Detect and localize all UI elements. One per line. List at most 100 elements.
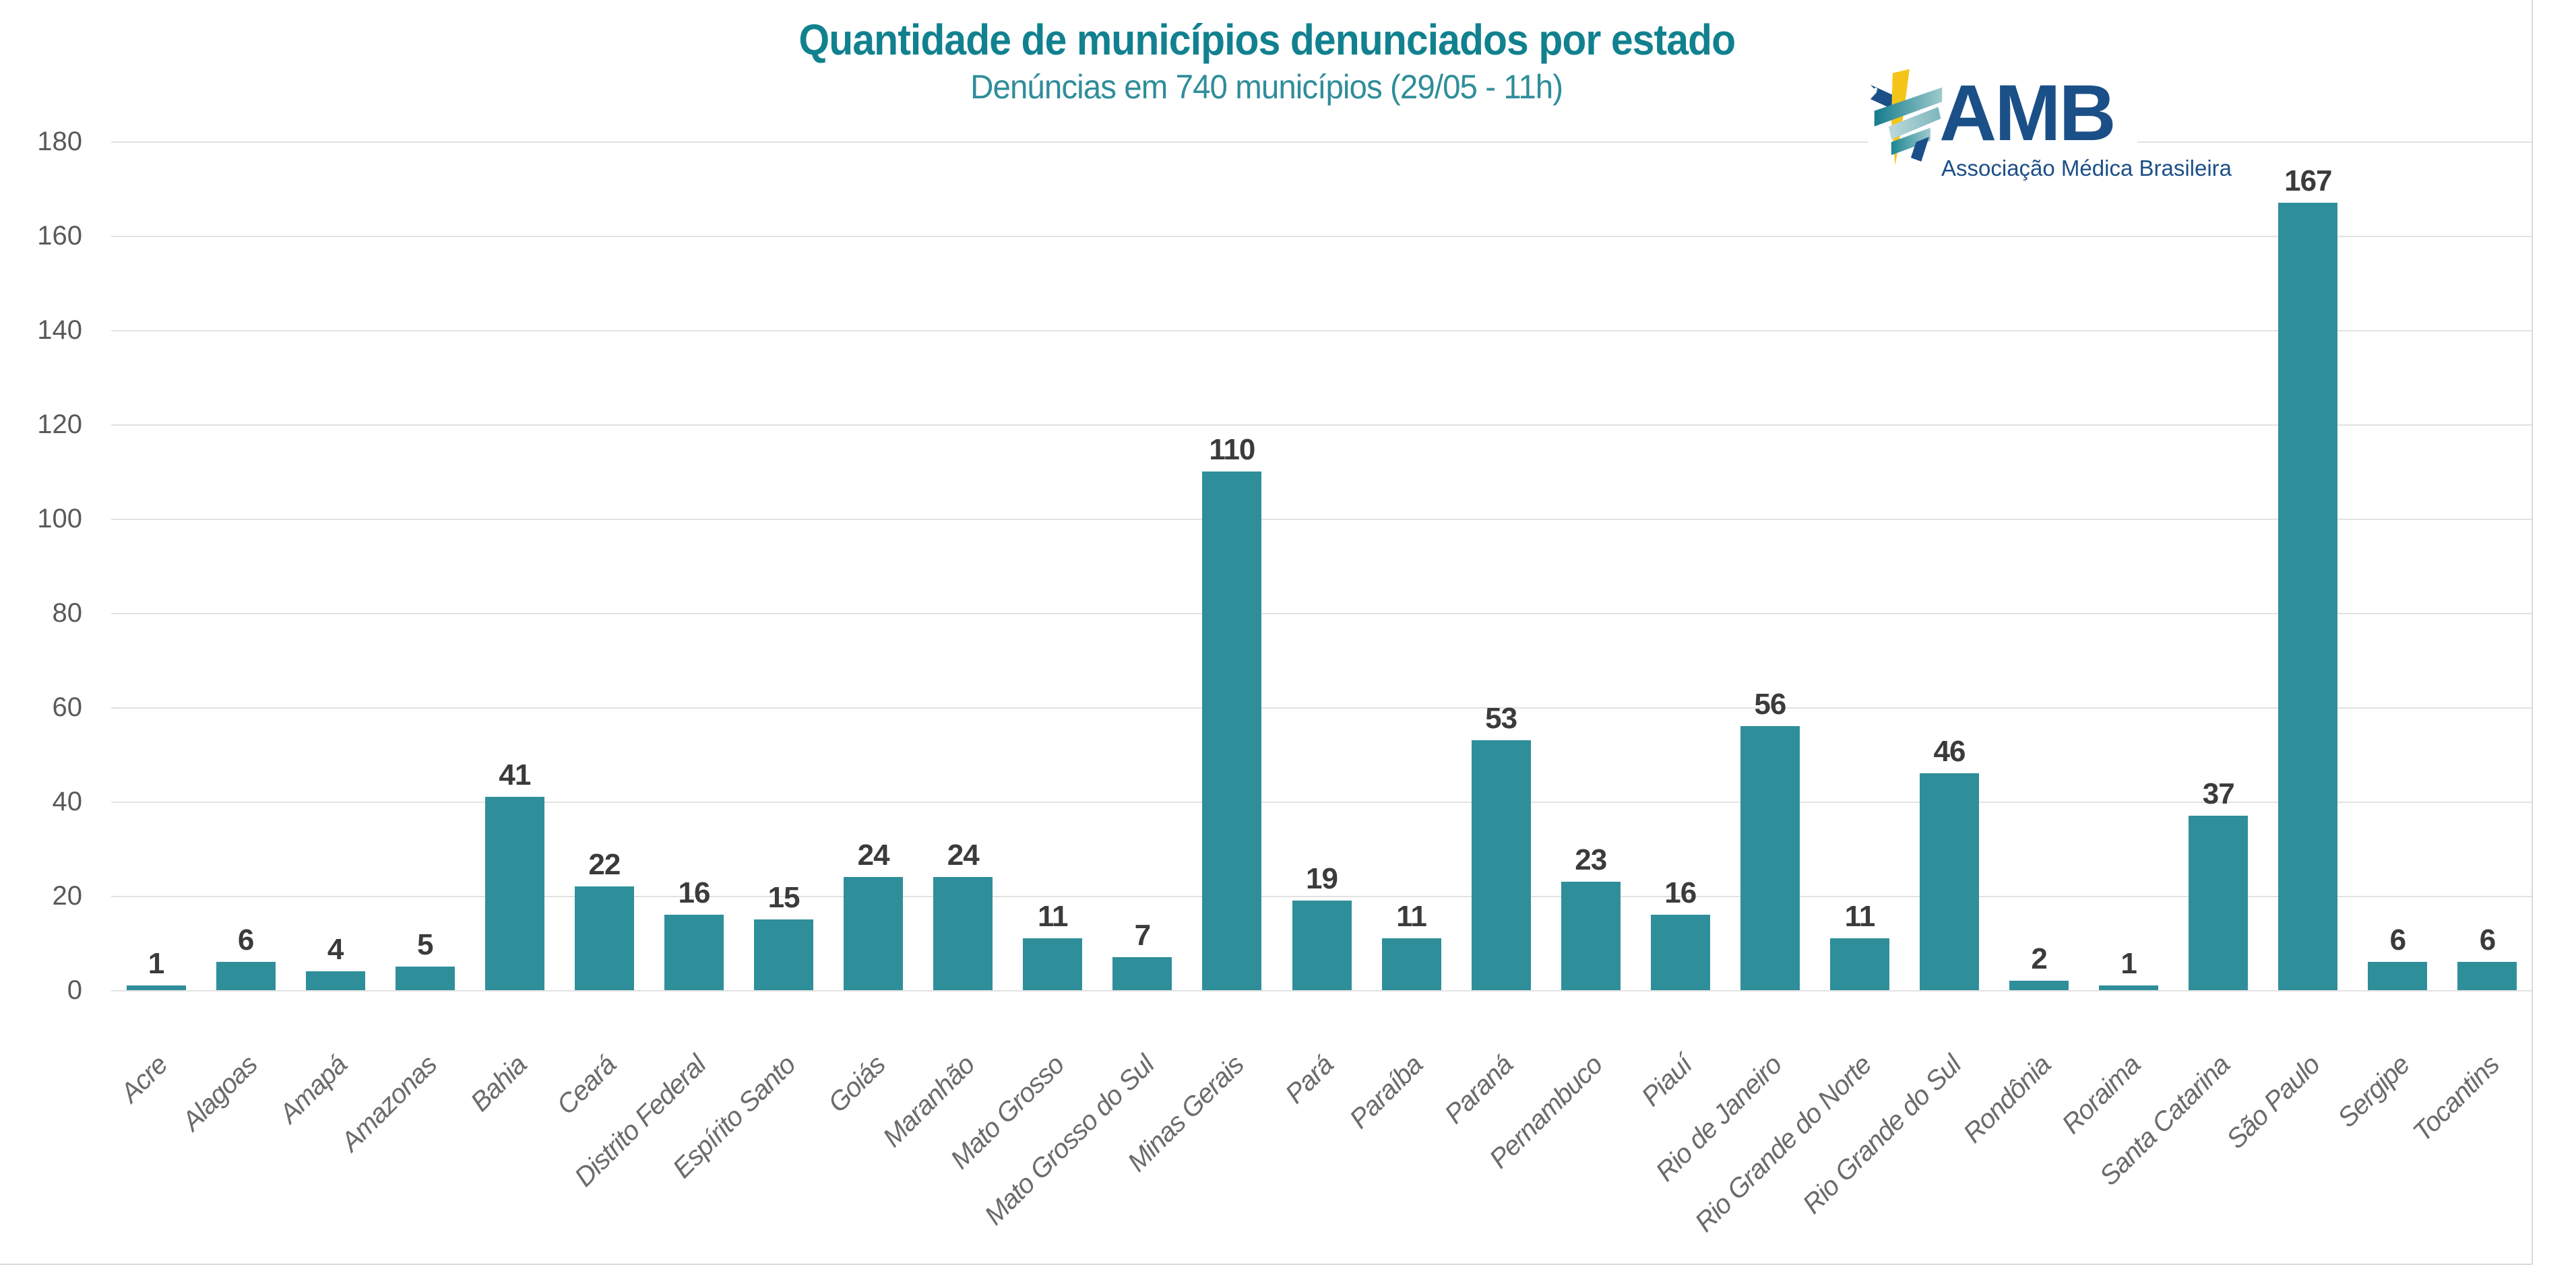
x-tick-label: Rio Grande do Norte bbox=[1689, 1049, 1877, 1238]
bar-value-label: 11 bbox=[1844, 900, 1876, 933]
gridline-60 bbox=[111, 707, 2532, 709]
y-tick-label: 0 bbox=[67, 975, 82, 1005]
bar-Ceará bbox=[574, 886, 634, 990]
bar-value-label: 24 bbox=[857, 839, 890, 872]
bar-Rio Grande do Sul bbox=[1920, 773, 1980, 990]
bar-value-label: 6 bbox=[2389, 923, 2406, 956]
chart-subtitle-text: Denúncias em 740 municípios (29/05 - 11h… bbox=[970, 68, 1563, 106]
x-tick-label: Ceará bbox=[551, 1049, 622, 1121]
bar-Distrito Federal bbox=[664, 915, 724, 990]
x-tick-label: Piauí bbox=[1635, 1049, 1698, 1112]
gridline-120 bbox=[111, 424, 2532, 426]
bar-Mato Grosso do Sul bbox=[1112, 957, 1172, 990]
bar-value-label: 5 bbox=[417, 928, 433, 961]
bar-Tocantins bbox=[2457, 962, 2517, 990]
y-tick-label: 140 bbox=[37, 315, 82, 345]
y-tick-label: 100 bbox=[37, 504, 82, 533]
y-tick-label: 80 bbox=[52, 598, 83, 628]
bar-value-label: 11 bbox=[1038, 900, 1069, 933]
bar-value-label: 37 bbox=[2202, 777, 2235, 810]
gridline-140 bbox=[111, 330, 2532, 331]
x-tick-label: São Paulo bbox=[2220, 1049, 2326, 1155]
gridline-80 bbox=[111, 613, 2532, 614]
bar-value-label: 6 bbox=[2479, 923, 2496, 956]
plot-right-border bbox=[2532, 0, 2533, 1264]
gridline-180 bbox=[111, 141, 2532, 143]
bar-Santa Catarina bbox=[2189, 816, 2249, 990]
bar-value-label: 24 bbox=[947, 839, 980, 872]
gridline-0 bbox=[111, 990, 2532, 992]
bar-Pará bbox=[1292, 901, 1352, 990]
chart-title: Quantidade de municípios denunciados por… bbox=[0, 15, 2534, 65]
bar-São Paulo bbox=[2278, 203, 2338, 990]
amb-logo: AMB Associação Médica Brasileira bbox=[1868, 65, 2232, 183]
x-tick-label: Rondônia bbox=[1957, 1049, 2056, 1149]
bar-value-label: 16 bbox=[678, 876, 710, 909]
x-tick-label: Bahia bbox=[464, 1049, 532, 1117]
bar-value-label: 15 bbox=[767, 881, 800, 914]
bar-Pernambuco bbox=[1561, 882, 1621, 990]
bar-Rondônia bbox=[2009, 981, 2069, 990]
y-tick-label: 40 bbox=[52, 787, 83, 816]
x-tick-label: Paraíba bbox=[1344, 1049, 1429, 1134]
x-tick-label: Tocantins bbox=[2407, 1049, 2505, 1148]
bar-value-label: 19 bbox=[1306, 862, 1338, 895]
chart-title-text: Quantidade de municípios denunciados por… bbox=[798, 15, 1736, 64]
bar-Amazonas bbox=[395, 967, 455, 990]
bar-value-label: 110 bbox=[1209, 433, 1255, 466]
bar-value-label: 1 bbox=[2121, 947, 2137, 980]
y-tick-label: 120 bbox=[37, 410, 82, 439]
bar-Paraíba bbox=[1381, 938, 1441, 990]
gridline-100 bbox=[111, 519, 2532, 520]
x-tick-label: Sergipe bbox=[2331, 1049, 2416, 1134]
y-tick-label: 180 bbox=[37, 127, 82, 156]
bar-Alagoas bbox=[216, 962, 276, 990]
bar-value-label: 22 bbox=[588, 848, 621, 881]
bar-value-label: 16 bbox=[1664, 876, 1697, 909]
x-tick-label: Acre bbox=[115, 1049, 174, 1109]
bar-value-label: 11 bbox=[1396, 900, 1427, 933]
bar-Mato Grosso bbox=[1023, 938, 1083, 990]
gridline-40 bbox=[111, 802, 2532, 803]
bar-value-label: 23 bbox=[1575, 843, 1607, 876]
caduceus-icon bbox=[1870, 69, 1943, 166]
bar-value-label: 167 bbox=[2284, 164, 2332, 197]
bar-Paraná bbox=[1471, 740, 1531, 990]
bar-value-label: 1 bbox=[148, 947, 164, 980]
x-tick-label: Roraima bbox=[2056, 1049, 2146, 1140]
amb-logo-text: AMB bbox=[1939, 69, 2116, 158]
bar-value-label: 6 bbox=[237, 923, 254, 956]
x-tick-label: Goiás bbox=[822, 1049, 891, 1119]
bar-value-label: 41 bbox=[499, 758, 531, 791]
chart-subtitle: Denúncias em 740 municípios (29/05 - 11h… bbox=[0, 67, 2534, 106]
bar-Roraima bbox=[2099, 985, 2159, 990]
y-tick-label: 20 bbox=[52, 881, 83, 911]
amb-logo-tagline: Associação Médica Brasileira bbox=[1941, 156, 2232, 181]
bar-Acre bbox=[126, 985, 186, 990]
bar-Rio Grande do Norte bbox=[1829, 938, 1889, 990]
x-tick-label: Pará bbox=[1280, 1049, 1340, 1109]
gridline-160 bbox=[111, 236, 2532, 237]
y-tick-label: 60 bbox=[52, 692, 83, 722]
bar-Minas Gerais bbox=[1202, 472, 1262, 990]
bar-Bahia bbox=[484, 797, 544, 990]
x-tick-label: Paraná bbox=[1439, 1049, 1519, 1130]
bar-Piauí bbox=[1650, 915, 1710, 990]
bar-Espírito Santo bbox=[754, 919, 814, 990]
bar-Maranhão bbox=[933, 877, 993, 990]
y-tick-label: 160 bbox=[37, 221, 82, 251]
bar-Rio de Janeiro bbox=[1740, 726, 1800, 990]
bar-Goiás bbox=[844, 877, 904, 990]
x-tick-label: Rio Grande do Sul bbox=[1797, 1049, 1967, 1220]
plot-bottom-border bbox=[0, 1264, 2532, 1265]
bar-value-label: 56 bbox=[1754, 688, 1786, 721]
bar-Amapá bbox=[305, 971, 365, 990]
bar-value-label: 2 bbox=[2031, 942, 2047, 975]
gridline-20 bbox=[111, 896, 2532, 897]
bar-value-label: 7 bbox=[1134, 919, 1151, 952]
bar-value-label: 53 bbox=[1485, 702, 1517, 735]
bar-Sergipe bbox=[2368, 962, 2428, 990]
x-tick-label: Alagoas bbox=[177, 1049, 263, 1137]
bar-value-label: 4 bbox=[327, 933, 344, 966]
